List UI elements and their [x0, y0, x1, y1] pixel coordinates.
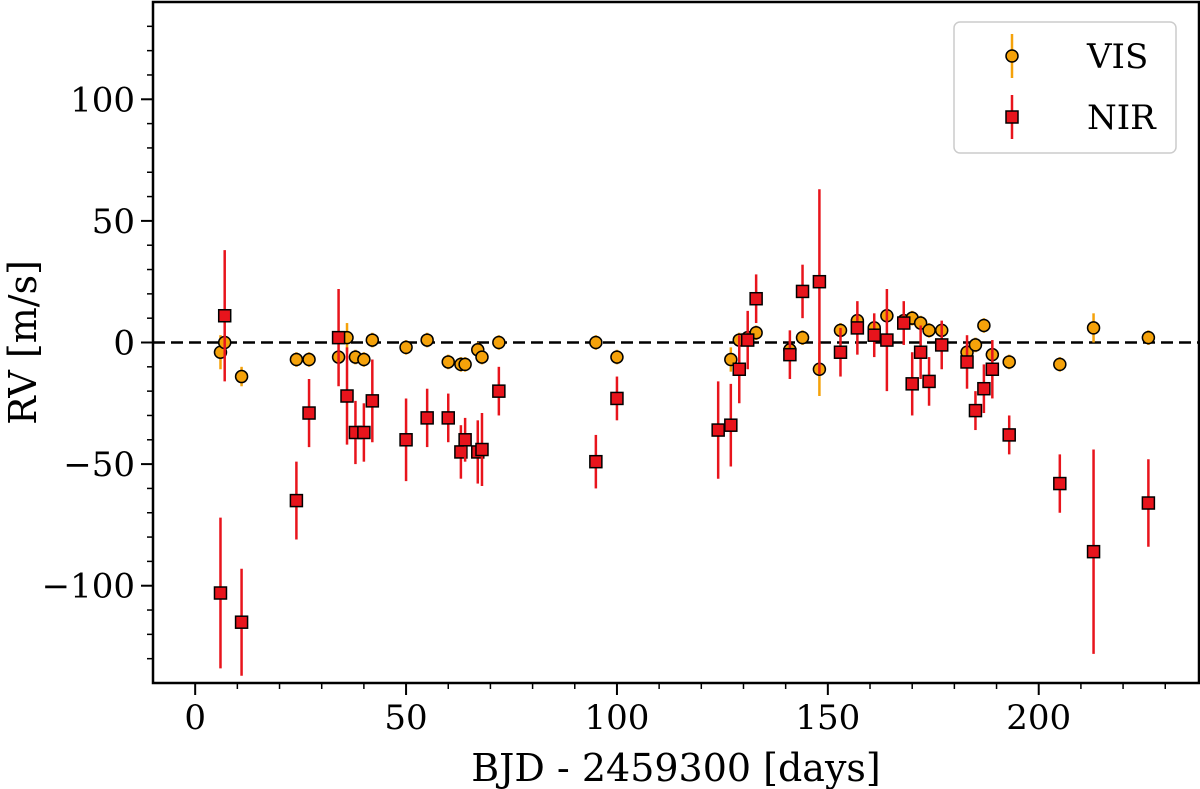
nir-point [475, 442, 489, 457]
y-tick-label: 0 [113, 324, 135, 364]
nir-point [441, 411, 455, 425]
nir-point [749, 291, 763, 306]
nir-point [1141, 496, 1156, 510]
nir-point [589, 454, 603, 469]
nir-point [399, 433, 413, 447]
vis-point [234, 369, 249, 384]
nir-point [897, 316, 911, 330]
nir-point [1053, 476, 1067, 491]
vis-point [922, 323, 936, 338]
vis-point [1002, 355, 1016, 369]
legend-label: NIR [1087, 98, 1157, 138]
vis-point [475, 350, 489, 364]
nir-point [783, 347, 797, 362]
nir-point [795, 284, 810, 299]
nir-point [724, 418, 738, 432]
nir-point [850, 321, 865, 335]
nir-point [458, 433, 472, 447]
x-axis-label: BJD - 2459300 [days] [471, 746, 881, 789]
x-tick-label: 0 [184, 698, 206, 738]
nir-point [1086, 544, 1101, 559]
nir-point [213, 586, 228, 600]
y-tick-label: 50 [92, 202, 135, 242]
axes: 0 50 100 150 200 −100 −50 0 50 100 [42, 25, 1167, 738]
nir-point [905, 377, 919, 391]
x-tick-label: 50 [384, 698, 427, 738]
nir-point [1002, 428, 1016, 442]
nir-point [711, 423, 725, 437]
series-nir [213, 189, 1156, 676]
nir-point [365, 394, 380, 408]
nir-point [740, 333, 755, 347]
nir-point [977, 381, 991, 396]
vis-point [1086, 321, 1101, 335]
nir-point [867, 328, 881, 342]
nir-point [880, 333, 894, 347]
vis-point [441, 355, 455, 369]
nir-point [340, 389, 354, 403]
nir-point [812, 274, 827, 289]
nir-point [960, 355, 974, 369]
nir-point [331, 330, 346, 345]
vis-point [589, 335, 603, 350]
nir-point [934, 338, 949, 352]
vis-point [968, 338, 983, 352]
vis-point [1141, 330, 1156, 345]
vis-point [795, 330, 810, 345]
x-tick-label: 100 [584, 698, 649, 738]
vis-point [289, 352, 304, 367]
y-tick-label: −100 [42, 567, 135, 607]
legend-marker-vis [1005, 49, 1019, 63]
nir-point [985, 362, 1000, 377]
vis-point [357, 352, 371, 367]
vis-point [1053, 357, 1067, 372]
vis-point [977, 318, 991, 333]
vis-point [458, 357, 472, 372]
nir-point [913, 345, 928, 359]
vis-point [492, 335, 506, 350]
legend-marker-nir [1005, 110, 1019, 124]
y-axis-label: RV [m/s] [1, 260, 45, 425]
nir-point [833, 345, 848, 359]
y-tick-label: 100 [70, 80, 135, 120]
series-vis [213, 308, 1156, 397]
legend-label: VIS [1086, 37, 1148, 77]
vis-point [610, 350, 624, 364]
nir-point [420, 411, 434, 425]
nir-point [217, 308, 232, 323]
nir-point [357, 425, 371, 440]
nir-point [492, 384, 506, 398]
nir-point [289, 493, 304, 508]
nir-point [302, 406, 316, 420]
legend: VIS NIR [953, 21, 1177, 154]
vis-point [399, 340, 413, 355]
x-tick-label: 150 [795, 698, 860, 738]
y-tick-label: −50 [63, 445, 135, 485]
nir-point [968, 403, 983, 418]
nir-point [234, 615, 249, 629]
vis-point [365, 333, 380, 347]
x-tick-label: 200 [1006, 698, 1071, 738]
nir-point [732, 362, 747, 377]
nir-point [610, 391, 624, 406]
nir-point [922, 374, 936, 389]
vis-point [302, 352, 316, 367]
vis-point [420, 333, 434, 347]
